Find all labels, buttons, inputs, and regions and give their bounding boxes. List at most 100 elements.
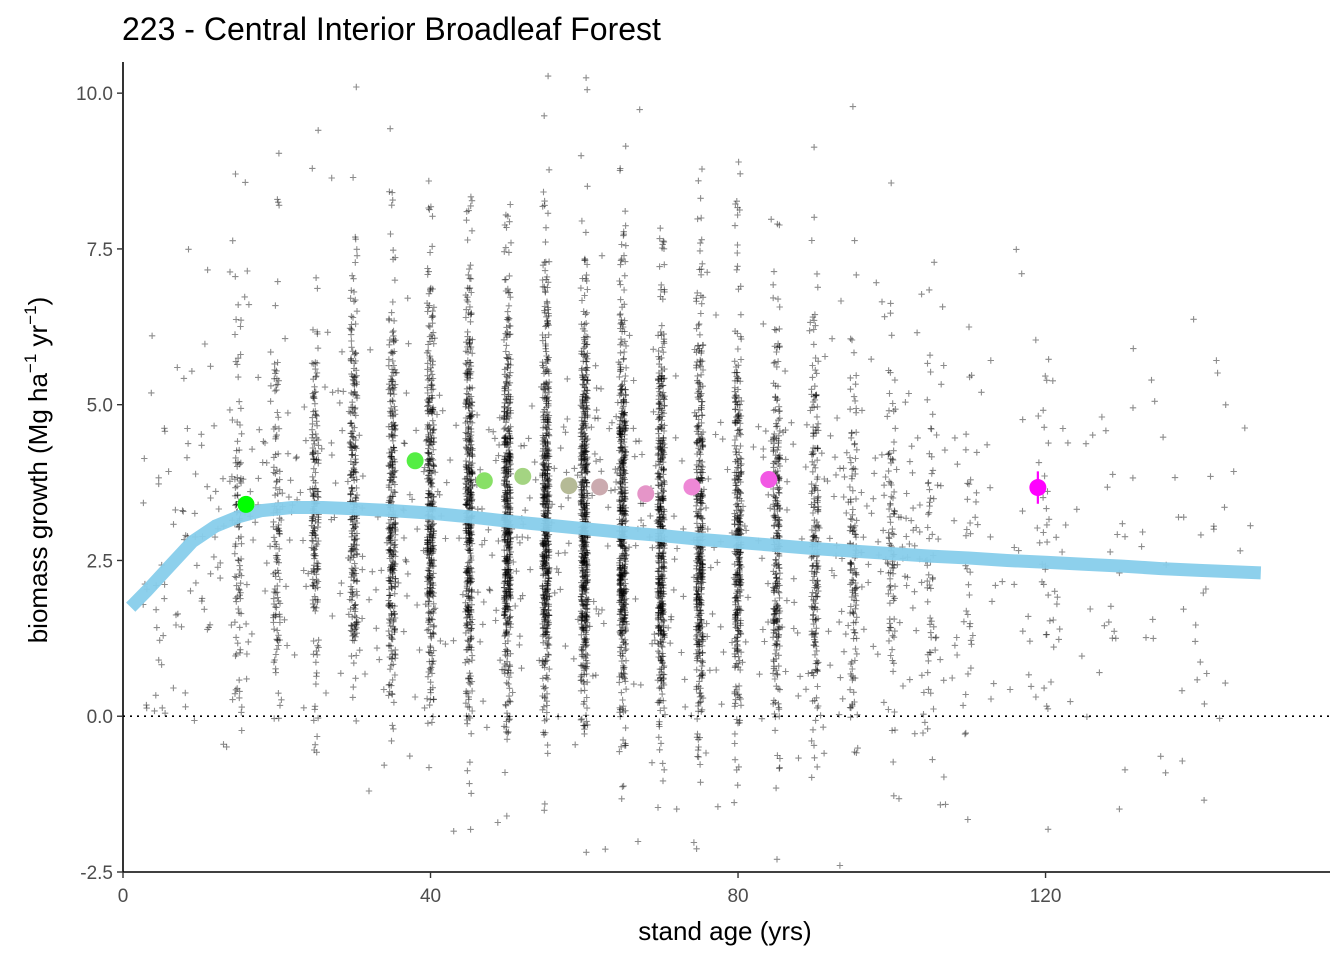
data-point — [466, 759, 474, 766]
data-point — [314, 642, 321, 649]
data-point — [271, 375, 278, 382]
data-point — [389, 602, 396, 609]
data-point — [429, 534, 437, 541]
data-point — [622, 372, 629, 380]
data-point — [428, 314, 435, 321]
data-point — [618, 316, 625, 324]
data-point — [541, 112, 548, 119]
data-point — [426, 552, 433, 559]
data-point — [272, 589, 279, 597]
data-point — [425, 602, 432, 610]
data-point — [273, 604, 280, 611]
data-point — [425, 399, 432, 406]
data-point — [309, 473, 316, 480]
data-point — [428, 588, 436, 596]
data-point — [349, 570, 356, 578]
data-point — [386, 525, 394, 532]
data-point — [388, 453, 395, 460]
data-point — [272, 613, 279, 620]
data-point — [389, 651, 396, 658]
data-point — [348, 474, 356, 481]
data-point — [309, 431, 316, 438]
data-point — [581, 730, 588, 738]
data-point — [312, 479, 319, 486]
data-point — [273, 525, 280, 533]
data-point — [313, 541, 321, 548]
data-point — [311, 527, 318, 535]
data-point — [731, 222, 739, 229]
data-point — [311, 569, 318, 576]
data-point — [424, 544, 432, 552]
data-point — [737, 442, 744, 450]
data-point — [391, 407, 399, 414]
data-point — [617, 296, 624, 303]
data-point — [352, 565, 359, 572]
data-point — [270, 469, 277, 476]
data-point — [392, 520, 399, 527]
data-point — [427, 679, 434, 686]
data-point — [313, 566, 321, 573]
data-point — [388, 486, 395, 494]
data-point — [389, 565, 396, 572]
data-point — [275, 597, 282, 605]
data-point — [308, 532, 316, 539]
data-point — [271, 360, 278, 368]
data-point — [348, 622, 355, 630]
data-point — [275, 642, 282, 649]
data-point — [731, 703, 738, 710]
data-point — [349, 521, 356, 528]
data-point — [430, 696, 437, 703]
data-point — [424, 389, 431, 397]
data-point — [429, 358, 436, 365]
data-point — [353, 394, 361, 402]
data-point — [352, 236, 359, 243]
data-point — [583, 320, 590, 327]
data-point — [233, 650, 240, 658]
data-point — [622, 222, 629, 229]
data-point — [392, 526, 399, 533]
data-point — [386, 188, 393, 195]
data-point — [386, 336, 393, 344]
data-point — [352, 436, 359, 444]
data-point — [388, 602, 396, 609]
data-point — [389, 557, 396, 565]
data-point — [314, 563, 321, 570]
data-point — [427, 579, 435, 587]
data-point — [351, 444, 359, 451]
data-point — [387, 230, 394, 238]
data-point — [426, 458, 433, 465]
data-point — [540, 188, 547, 196]
data-point — [427, 203, 435, 210]
data-point — [430, 493, 437, 500]
data-point — [425, 668, 432, 676]
data-point — [349, 376, 357, 383]
data-point — [387, 577, 394, 585]
data-point — [622, 143, 629, 150]
data-point — [310, 637, 317, 645]
data-point — [314, 651, 321, 658]
data-point — [390, 542, 398, 549]
data-point — [385, 642, 393, 649]
data-point — [388, 455, 395, 462]
data-point — [385, 681, 392, 689]
data-point — [425, 460, 433, 468]
data-point — [388, 423, 396, 430]
data-point — [391, 628, 398, 636]
data-point — [618, 689, 625, 696]
data-point — [731, 740, 738, 747]
data-point — [389, 521, 397, 529]
data-point — [429, 534, 436, 542]
data-point — [272, 665, 279, 672]
data-point — [464, 767, 471, 774]
data-point — [389, 478, 396, 485]
data-point — [541, 800, 548, 808]
data-point — [308, 544, 315, 551]
data-point — [385, 362, 392, 369]
data-point — [272, 435, 279, 442]
data-point — [387, 398, 394, 405]
data-point — [309, 529, 316, 537]
data-point — [429, 456, 437, 464]
data-point — [389, 525, 396, 532]
data-point — [234, 418, 241, 426]
data-point — [314, 450, 322, 457]
